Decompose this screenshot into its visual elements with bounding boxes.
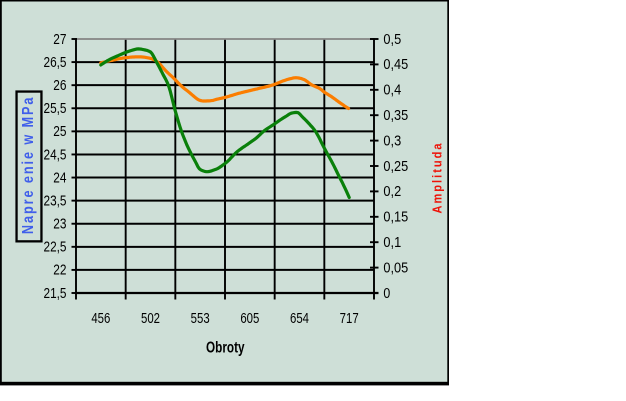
- svg-text:456: 456: [91, 311, 110, 327]
- svg-text:0,3: 0,3: [383, 133, 401, 149]
- svg-text:553: 553: [191, 311, 210, 327]
- svg-text:24: 24: [53, 170, 66, 186]
- svg-text:0,45: 0,45: [383, 57, 408, 73]
- svg-text:23: 23: [53, 217, 66, 233]
- svg-text:26,5: 26,5: [44, 55, 67, 71]
- svg-text:0,1: 0,1: [383, 235, 401, 251]
- svg-text:22,5: 22,5: [44, 240, 67, 256]
- svg-text:0,35: 0,35: [383, 108, 408, 124]
- svg-text:605: 605: [240, 311, 259, 327]
- svg-text:Obroty: Obroty: [206, 339, 245, 356]
- svg-text:0,25: 0,25: [383, 159, 408, 175]
- svg-text:654: 654: [290, 311, 309, 327]
- svg-text:0,2: 0,2: [383, 184, 401, 200]
- svg-text:0,15: 0,15: [383, 210, 408, 226]
- svg-text:Amplituda: Amplituda: [429, 143, 444, 213]
- svg-text:27: 27: [53, 32, 66, 48]
- svg-text:0,5: 0,5: [383, 32, 401, 48]
- svg-text:23,5: 23,5: [44, 193, 67, 209]
- svg-text:717: 717: [340, 311, 359, 327]
- svg-text:24,5: 24,5: [44, 147, 67, 163]
- svg-text:21,5: 21,5: [44, 286, 67, 302]
- svg-text:0,4: 0,4: [383, 83, 401, 99]
- svg-text:25,5: 25,5: [44, 101, 67, 117]
- svg-text:26: 26: [53, 78, 66, 94]
- svg-text:502: 502: [141, 311, 160, 327]
- svg-text:0: 0: [383, 286, 390, 302]
- svg-text:25: 25: [53, 124, 66, 140]
- svg-text:0,05: 0,05: [383, 260, 408, 276]
- svg-text:22: 22: [53, 263, 66, 279]
